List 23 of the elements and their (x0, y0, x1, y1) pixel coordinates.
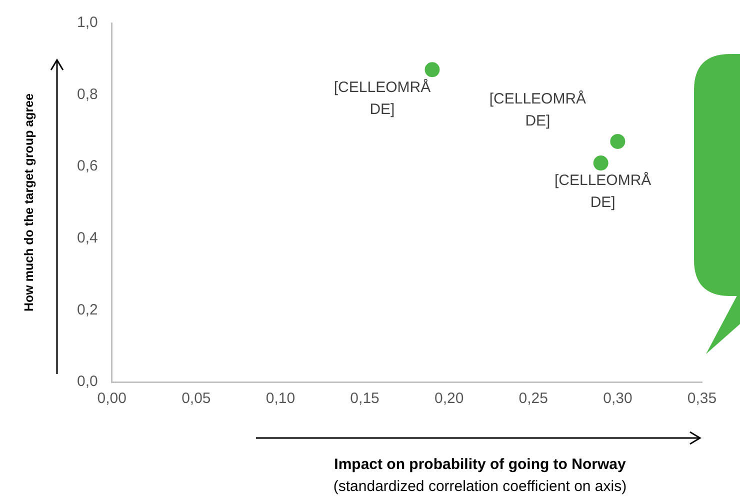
y-axis-title: How much do the target group agree (22, 93, 36, 312)
x-tick-label: 0,25 (518, 390, 548, 408)
x-axis-title: Impact on probability of going to Norway (333, 456, 627, 473)
point (610, 134, 626, 149)
data-label: [CELLEOMRÅDE] (334, 78, 431, 118)
x-tick-label: 0,10 (266, 390, 296, 408)
y-tick-label: 0,6 (76, 158, 98, 175)
y-tick-label: 0,4 (76, 230, 98, 247)
x-tick-label: 0,30 (603, 390, 632, 408)
y-tick-label: 0,8 (76, 86, 98, 103)
text: (standardized correlation coefficient on axis) (332, 478, 628, 495)
y-tick-label: 0,2 (76, 301, 98, 318)
x-tick-label: 0,20 (434, 390, 464, 408)
y-tick-label: 1,0 (76, 14, 98, 32)
x-tick-label: 0,05 (182, 390, 211, 408)
x-tick-label: 0,00 (97, 390, 126, 408)
point (424, 62, 440, 78)
data-label: [CELLEOMRÅDE] (489, 90, 586, 130)
x-tick-label: 0,15 (350, 390, 380, 408)
data-label: [CELLEOMRÅDE] (554, 171, 652, 212)
x-tick-label: 0,35 (687, 390, 717, 408)
y-tick-label: 0,0 (76, 373, 98, 390)
point (593, 156, 608, 171)
